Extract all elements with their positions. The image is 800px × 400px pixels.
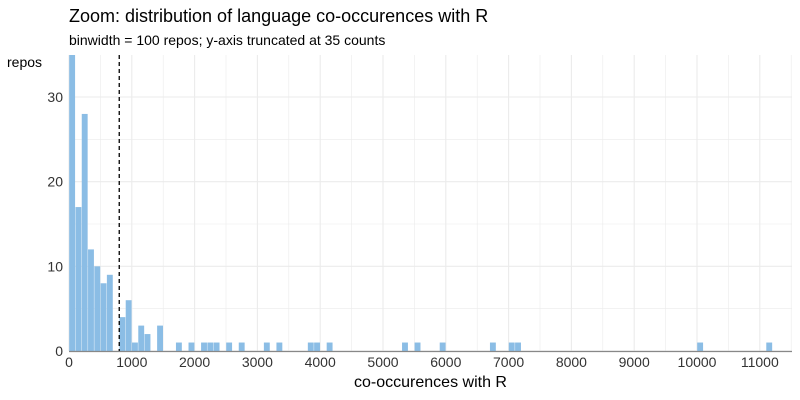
y-axis-label: repos — [7, 54, 43, 70]
histogram-bar — [119, 317, 126, 351]
y-tick-label: 30 — [47, 89, 63, 105]
histogram-bar — [157, 325, 163, 351]
histogram-bar — [414, 342, 421, 351]
histogram-bars — [69, 55, 773, 351]
histogram-bar — [515, 342, 521, 351]
histogram-bar — [138, 325, 145, 351]
x-tick-label: 5000 — [367, 354, 398, 370]
x-tick-label: 10000 — [678, 354, 717, 370]
x-tick-label: 4000 — [305, 354, 336, 370]
y-tick-label: 20 — [47, 174, 63, 190]
histogram-bar — [88, 249, 94, 351]
histogram-bar — [238, 342, 245, 351]
histogram-bar — [314, 342, 320, 351]
x-tick-label: 1000 — [116, 354, 147, 370]
histogram-bar — [307, 342, 314, 351]
histogram-bar — [175, 342, 182, 351]
x-tick-label: 11000 — [741, 354, 779, 370]
histogram-bar — [201, 342, 207, 351]
histogram-bar — [69, 55, 76, 351]
histogram-bar — [75, 207, 82, 351]
chart-subtitle: binwidth = 100 repos; y-axis truncated a… — [69, 32, 386, 48]
histogram-bar — [106, 274, 113, 351]
histogram-bar — [81, 113, 88, 351]
histogram-bar — [402, 342, 408, 351]
histogram-bar — [697, 342, 704, 351]
histogram-bar — [439, 342, 446, 351]
histogram-bar — [125, 300, 132, 351]
histogram-bar — [489, 342, 496, 351]
histogram-bar — [94, 266, 101, 351]
y-tick-label: 10 — [47, 258, 63, 274]
histogram-bar — [326, 342, 333, 351]
y-tick-labels: 0 10 20 30 — [47, 89, 63, 359]
grid-lines — [68, 55, 792, 352]
histogram-bar — [100, 283, 107, 351]
histogram-bar — [213, 342, 220, 351]
x-axis-label: co-occurences with R — [354, 374, 507, 391]
x-tick-label: 9000 — [619, 354, 650, 370]
x-tick-label: 6000 — [430, 354, 461, 370]
histogram-bar — [276, 342, 283, 351]
histogram-bar — [263, 342, 270, 351]
histogram-bar — [188, 342, 195, 351]
histogram-bar — [207, 342, 214, 351]
histogram-bar — [132, 342, 138, 351]
x-tick-label: 3000 — [242, 354, 273, 370]
x-tick-label: 2000 — [179, 354, 210, 370]
x-tick-labels: 0 1000 2000 3000 4000 5000 6000 7000 8000 9000 100… — [65, 354, 779, 370]
histogram-bar — [226, 342, 233, 351]
x-tick-label: 8000 — [556, 354, 587, 370]
histogram-bar — [144, 334, 151, 351]
histogram-bar — [508, 342, 515, 351]
chart-title: Zoom: distribution of language co-occure… — [69, 6, 489, 26]
x-tick-label: 7000 — [493, 354, 524, 370]
y-tick-label: 0 — [55, 343, 63, 359]
x-tick-label: 0 — [65, 354, 73, 370]
histogram-bar — [766, 342, 773, 351]
